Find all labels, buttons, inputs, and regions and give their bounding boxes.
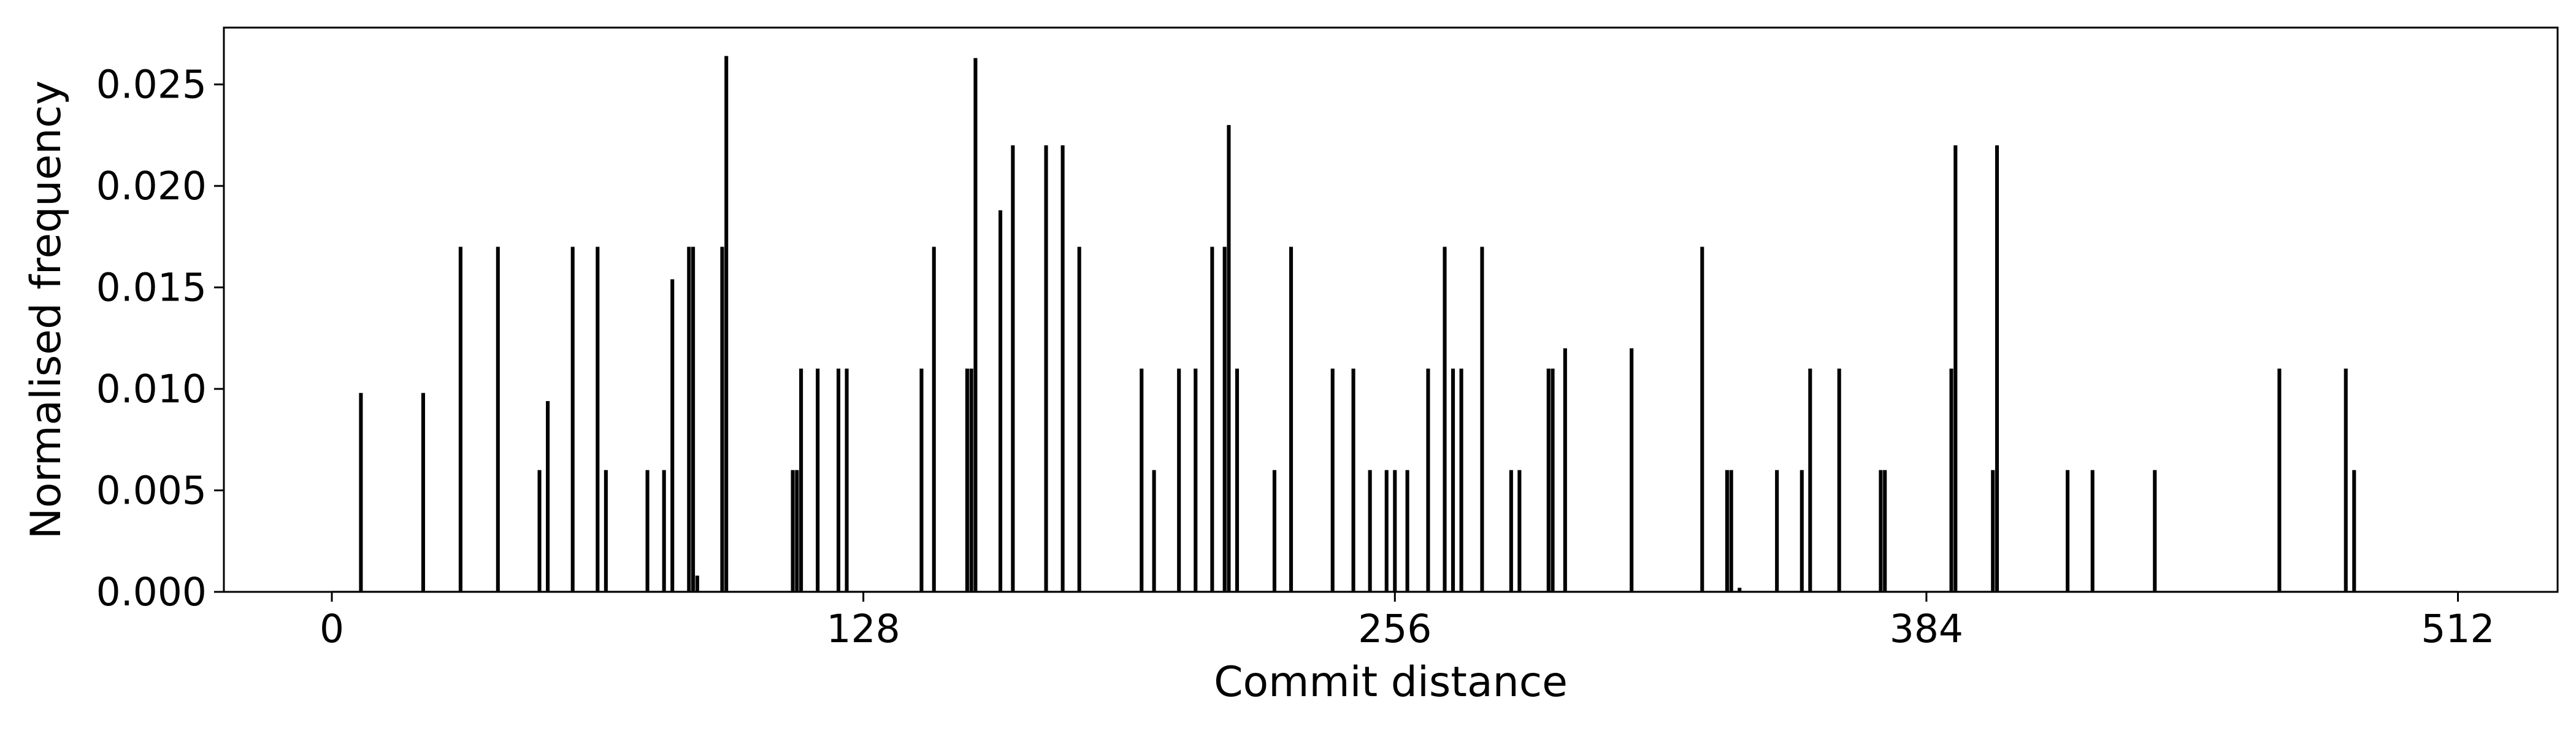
bar: [359, 393, 363, 592]
bar: [1210, 247, 1214, 592]
bar: [1227, 125, 1231, 592]
bar: [1725, 470, 1729, 592]
bar: [1405, 470, 1409, 592]
bar: [546, 401, 550, 592]
bar: [1426, 368, 1430, 592]
bar: [1837, 368, 1841, 592]
bar: [932, 247, 936, 592]
bar: [1152, 470, 1156, 592]
x-tick-label: 512: [2421, 607, 2494, 651]
bar: [604, 470, 608, 592]
bar: [1883, 470, 1887, 592]
bar: [816, 368, 820, 592]
bar: [2352, 470, 2356, 592]
bar: [670, 279, 675, 592]
bar: [795, 470, 799, 592]
bar: [836, 368, 841, 592]
bar: [1517, 470, 1522, 592]
x-tick-label: 0: [320, 607, 344, 651]
bar: [537, 470, 542, 592]
bar: [1775, 470, 1779, 592]
bar: [1222, 247, 1227, 592]
bar: [973, 58, 978, 592]
x-tick-label: 256: [1358, 607, 1432, 651]
bar: [1546, 368, 1551, 592]
bar: [791, 470, 795, 592]
bar: [1509, 470, 1513, 592]
bar: [799, 368, 803, 592]
bar: [1879, 470, 1883, 592]
bar: [1060, 145, 1065, 592]
bar: [1738, 588, 1742, 592]
bar: [695, 575, 699, 592]
y-tick-label: 0.020: [96, 164, 207, 209]
bar: [999, 210, 1003, 592]
bar: [1480, 247, 1484, 592]
bar: [1330, 368, 1335, 592]
bar: [1459, 368, 1463, 592]
bar: [1800, 470, 1804, 592]
bar: [720, 247, 724, 592]
bar: [496, 247, 500, 592]
y-tick-label: 0.025: [96, 63, 207, 107]
bar: [1351, 368, 1355, 592]
bar: [1140, 368, 1144, 592]
bar: [2277, 368, 2282, 592]
x-axis: 0 128 256 384 512: [320, 592, 2495, 651]
y-tick-label: 0.010: [96, 367, 207, 412]
bar: [691, 247, 696, 592]
bar: [724, 56, 729, 592]
bar: [1995, 145, 1999, 592]
bar: [1272, 470, 1276, 592]
bar: [1700, 247, 1704, 592]
bar: [2090, 470, 2095, 592]
bar: [1393, 470, 1397, 592]
bar-series: [359, 56, 2356, 592]
bar: [596, 247, 600, 592]
bar: [1177, 368, 1181, 592]
y-tick-label: 0.015: [96, 266, 207, 310]
bar: [1077, 247, 1081, 592]
bar: [1011, 145, 1015, 592]
bar: [1953, 145, 1958, 592]
bar: [1563, 348, 1567, 592]
bar: [1384, 470, 1389, 592]
bar: [1443, 247, 1447, 592]
bar: [570, 247, 575, 592]
bar: [1451, 368, 1455, 592]
y-tick-label: 0.000: [96, 570, 207, 615]
bar: [687, 247, 691, 592]
bar: [1808, 368, 1812, 592]
bar: [2344, 368, 2348, 592]
bar: [2153, 470, 2157, 592]
bar: [1991, 470, 1995, 592]
bar: [845, 368, 849, 592]
x-tick-label: 384: [1890, 607, 1963, 651]
bar: [1630, 348, 1634, 592]
plot-frame: [223, 26, 2559, 593]
bar: [919, 368, 924, 592]
bar: [965, 368, 969, 592]
bar: [1368, 470, 1372, 592]
bar: [1235, 368, 1240, 592]
bar: [1289, 247, 1294, 592]
bar: [662, 470, 666, 592]
bar: [458, 247, 462, 592]
y-axis-title: Normalised frequency: [22, 80, 71, 539]
bar: [645, 470, 650, 592]
x-axis-title: Commit distance: [1214, 658, 1568, 707]
bar: [421, 393, 426, 592]
x-tick-label: 128: [827, 607, 900, 651]
bar: [2066, 470, 2070, 592]
y-tick-label: 0.005: [96, 469, 207, 513]
bar: [1044, 145, 1048, 592]
bar: [969, 368, 973, 592]
bar: [1551, 368, 1555, 592]
bar: [1729, 470, 1733, 592]
bar: [1194, 368, 1198, 592]
bar: [1949, 368, 1953, 592]
y-axis: 0.000 0.005 0.010 0.015 0.020 0.025: [96, 63, 224, 615]
